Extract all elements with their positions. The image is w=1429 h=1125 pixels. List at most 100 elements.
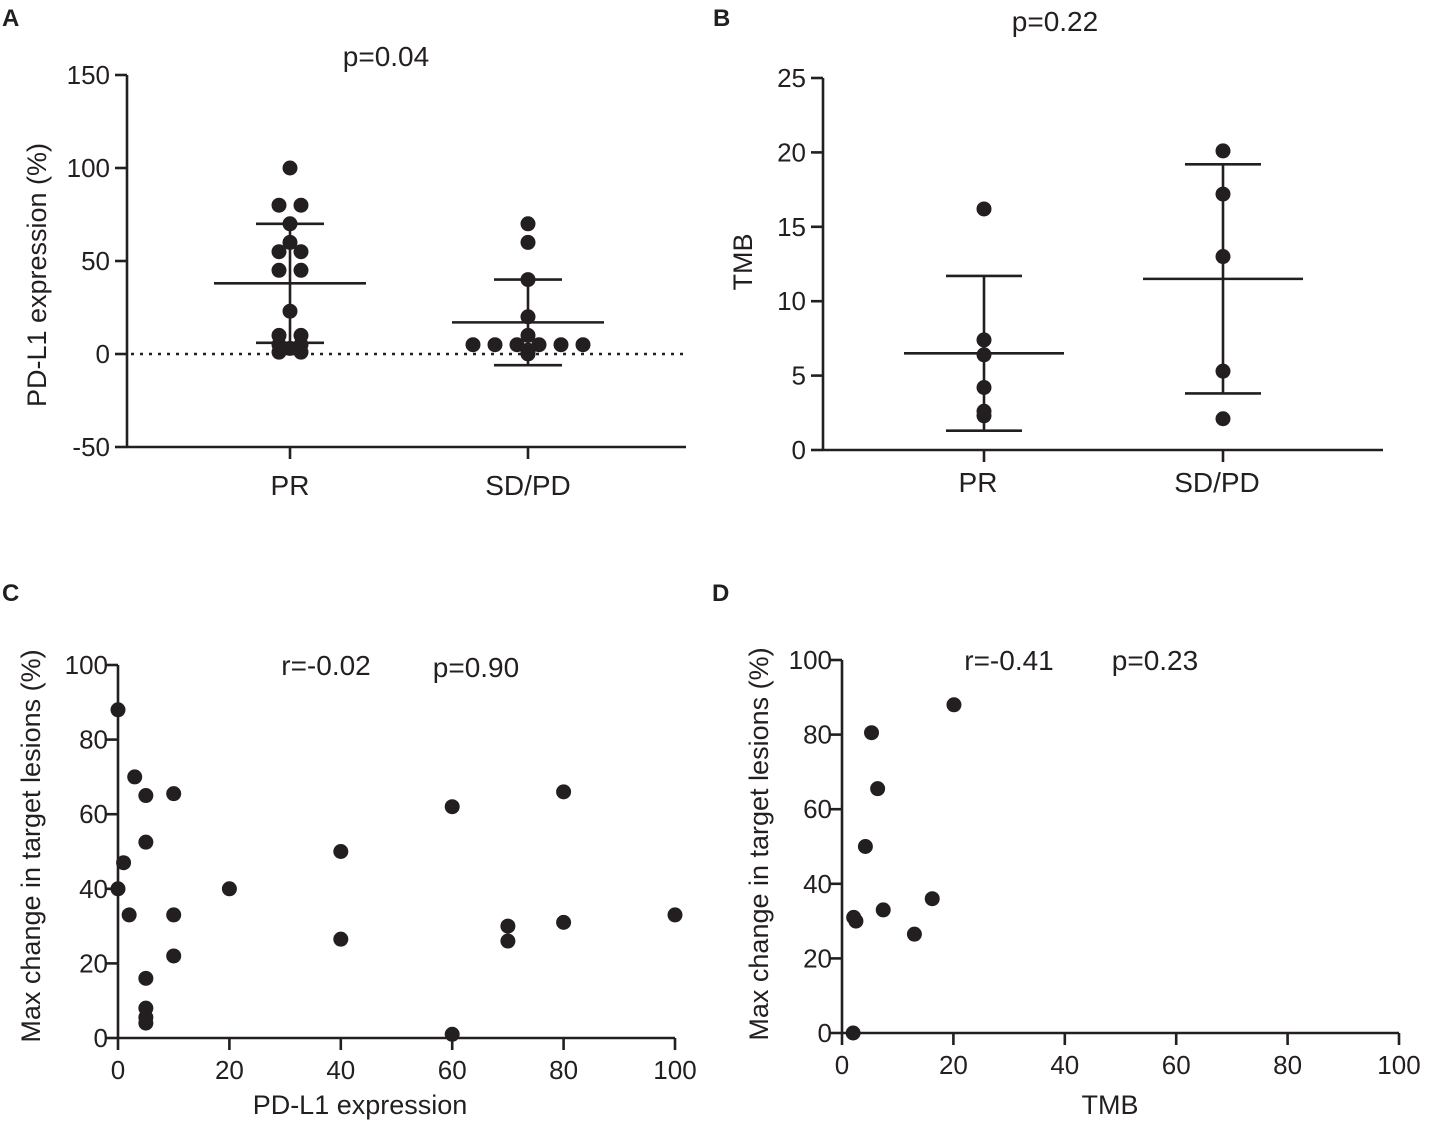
panel-b: B p=0.22 TMB PR SD/PD 0 5 10 15 20 25 (713, 5, 1383, 498)
panel-c-data-point (500, 918, 516, 934)
panel-d-x-tick-label: 60 (1162, 1050, 1191, 1080)
panel-b-data-point (1215, 186, 1231, 202)
panel-a-data-point (520, 272, 536, 288)
panel-d-data-point (924, 891, 940, 907)
panel-c-data-point (138, 1015, 154, 1031)
panel-c-data-point (121, 907, 137, 923)
panel-c-data-point (166, 786, 182, 802)
panel-c-y-tick-label: 100 (65, 650, 108, 680)
panel-c-data-point (138, 970, 154, 986)
panel-b-p-value: p=0.22 (1012, 6, 1098, 37)
panel-c-data-point (127, 769, 143, 785)
panel-a-category-sdpd: SD/PD (485, 470, 571, 501)
panel-b-data-point (976, 347, 992, 363)
panel-a-data-point (293, 197, 309, 213)
panel-label-a: A (2, 5, 19, 32)
panel-a-data-point (487, 337, 503, 353)
panel-c-data-point (500, 933, 516, 949)
panel-d-x-tick-label: 80 (1273, 1050, 1302, 1080)
panel-a-data-point (293, 244, 309, 260)
panel-c-x-axis-title: PD-L1 expression (253, 1090, 468, 1120)
panel-c-y-tick-label: 0 (94, 1023, 108, 1053)
panel-b-y-tick-label: 15 (777, 212, 806, 242)
panel-b-data-point (976, 332, 992, 348)
panel-d-data-point (848, 913, 864, 929)
panel-c-x-tick-label: 80 (549, 1055, 578, 1085)
panel-a-data-point (553, 337, 569, 353)
panel-c-y-axis-title: Max change in target lesions (%) (16, 649, 46, 1042)
panel-c-data-point (556, 784, 572, 800)
panel-c-data-point (166, 907, 182, 923)
panel-c-data-point (667, 907, 683, 923)
panel-c-y-tick-label: 60 (79, 799, 108, 829)
panel-a-data-point (282, 303, 298, 319)
panel-d-y-tick-label: 100 (789, 645, 832, 675)
panel-d-x-tick-label: 20 (939, 1050, 968, 1080)
panel-d-y-tick-label: 60 (803, 794, 832, 824)
panel-b-y-tick-label: 25 (777, 63, 806, 93)
panel-d-y-tick-label: 40 (803, 869, 832, 899)
panel-c: C r=-0.02 p=0.90 Max change in target le… (2, 580, 697, 1120)
panel-a-y-tick-label: 50 (81, 246, 110, 276)
panel-a-y-tick-label: 0 (96, 339, 110, 369)
panel-b-data-point (1215, 249, 1231, 265)
panel-a-data-point (465, 337, 481, 353)
panel-b-y-tick-label: 5 (792, 361, 806, 391)
panel-c-data-point (444, 1026, 460, 1042)
panel-a-y-tick-label: 100 (67, 153, 110, 183)
panel-a-data-point (271, 244, 287, 260)
panel-c-data-point (444, 799, 460, 815)
panel-b-data-point (976, 380, 992, 396)
panel-b-y-tick-label: 10 (777, 286, 806, 316)
panel-a-data-point (282, 160, 298, 176)
panel-d-y-tick-label: 80 (803, 720, 832, 750)
panel-c-data-point (138, 788, 154, 804)
panel-d-y-tick-label: 20 (803, 943, 832, 973)
panel-d-data-point (857, 839, 873, 854)
panel-d-x-tick-label: 0 (835, 1050, 849, 1080)
panel-c-data-point (556, 914, 572, 930)
panel-b-y-axis-title: TMB (728, 234, 758, 291)
panel-d-p-value: p=0.23 (1112, 645, 1198, 676)
panel-a-data-point (520, 234, 536, 250)
panel-d-x-tick-label: 100 (1377, 1050, 1420, 1080)
panel-a-data-point (282, 216, 298, 232)
panel-d-data-point (906, 926, 922, 942)
panel-a-y-tick-label: 150 (67, 60, 110, 90)
panel-a-data-point (282, 234, 298, 250)
panel-a-p-value: p=0.04 (343, 41, 429, 72)
panel-b-y-tick-label: 0 (792, 435, 806, 465)
panel-b-data-point (1215, 411, 1231, 427)
panel-b-category-pr: PR (959, 467, 998, 498)
panel-a-data-point (520, 216, 536, 232)
panel-b-y-tick-label: 20 (777, 137, 806, 167)
panel-c-y-tick-label: 20 (79, 948, 108, 978)
panel-d-data-point (946, 697, 962, 713)
panel-c-x-tick-label: 20 (215, 1055, 244, 1085)
panel-a-data-point (509, 337, 525, 353)
panel-a: A p=0.04 PD-L1 expression (%) PR SD/PD -… (2, 5, 686, 501)
panel-a-y-axis-title: PD-L1 expression (%) (22, 143, 52, 407)
panel-c-p-value: p=0.90 (433, 652, 519, 683)
panel-b-data-point (976, 201, 992, 217)
panel-b-category-sdpd: SD/PD (1174, 467, 1260, 498)
panel-c-r-value: r=-0.02 (281, 650, 371, 681)
panel-d-x-tick-label: 40 (1050, 1050, 1079, 1080)
panel-d-y-tick-label: 0 (818, 1018, 832, 1048)
panel-c-x-tick-label: 40 (326, 1055, 355, 1085)
panel-a-category-pr: PR (271, 470, 310, 501)
panel-b-data-point (1215, 363, 1231, 379)
panel-a-data-point (271, 262, 287, 278)
panel-a-data-point (520, 309, 536, 325)
panel-c-data-point (138, 834, 154, 850)
panel-c-data-point (221, 881, 237, 897)
panel-d-data-point (845, 1025, 861, 1041)
panel-label-d: D (712, 580, 729, 607)
panel-d-data-point (875, 902, 891, 918)
panel-a-y-tick-label: -50 (72, 432, 110, 462)
panel-a-data-point (575, 337, 591, 353)
panel-c-data-point (110, 702, 126, 718)
panel-c-y-tick-label: 80 (79, 725, 108, 755)
panel-d: D r=-0.41 p=0.23 Max change in target le… (712, 580, 1421, 1120)
